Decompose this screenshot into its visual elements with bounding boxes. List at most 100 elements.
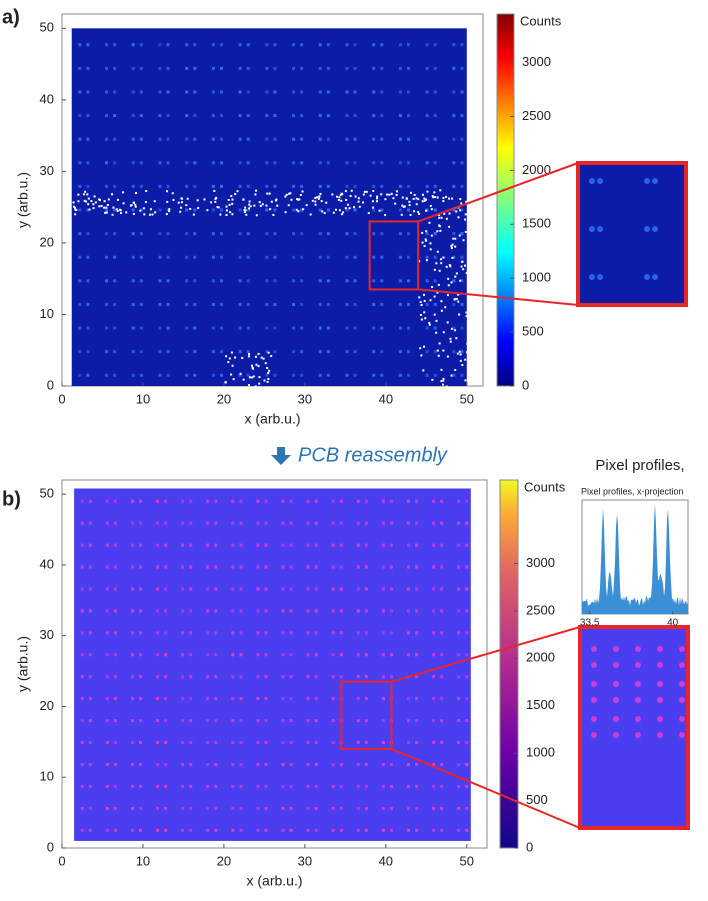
noise [462, 268, 465, 271]
noise [401, 204, 404, 207]
noise [228, 203, 231, 206]
pixel-spot [219, 302, 223, 306]
noise [431, 378, 434, 381]
pixel-spot [206, 587, 210, 591]
pixel-spot [425, 232, 429, 236]
pixel-spot [432, 784, 436, 788]
noise [74, 206, 77, 209]
pixel-spot [372, 66, 376, 70]
pixel-spot [113, 521, 117, 525]
noise [139, 209, 142, 212]
pixel-spot [300, 279, 304, 283]
pixel-spot [156, 631, 160, 635]
noise [87, 197, 90, 200]
pixel-spot [314, 784, 318, 788]
pixel-spot [292, 326, 296, 330]
pixel-spot [88, 499, 92, 503]
pixel-spot [113, 232, 117, 236]
noise [384, 198, 387, 201]
pixel-spot [339, 609, 343, 613]
pixel-spot [318, 137, 322, 141]
noise [274, 199, 277, 202]
noise [465, 311, 468, 314]
pixel-spot [460, 326, 464, 330]
pixel-spot [131, 373, 135, 377]
noise [428, 321, 431, 324]
inset-spot [589, 178, 595, 184]
pixel-spot [264, 543, 268, 547]
pixel-spot [406, 806, 410, 810]
noise [103, 206, 106, 209]
pixel-spot [380, 43, 384, 47]
noise [143, 213, 146, 216]
pixel-spot [300, 232, 304, 236]
pixel-spot [398, 43, 402, 47]
pixel-spot [300, 66, 304, 70]
noise [151, 213, 154, 216]
pixel-spot [113, 565, 117, 569]
pixel-spot [164, 543, 168, 547]
inset-spot [591, 716, 597, 722]
pixel-spot [326, 326, 330, 330]
pixel-spot [381, 806, 385, 810]
noise [244, 209, 247, 212]
noise [363, 190, 366, 193]
pixel-spot [457, 806, 461, 810]
pixel-spot [314, 565, 318, 569]
pixel-spot [158, 350, 162, 354]
pixel-spot [130, 675, 134, 679]
noise [457, 216, 460, 219]
pixel-spot [88, 697, 92, 701]
pixel-spot [381, 521, 385, 525]
pixel-spot [460, 66, 464, 70]
pixel-spot [364, 741, 368, 745]
pixel-spot [219, 350, 223, 354]
pixel-spot [246, 90, 250, 94]
noise [337, 198, 340, 201]
pixel-spot [281, 587, 285, 591]
pixel-spot [105, 255, 109, 259]
pixel-spot [364, 806, 368, 810]
pixel-spot [185, 350, 189, 354]
pixel-spot [264, 631, 268, 635]
inset-spot [644, 274, 650, 280]
pixel-spot [214, 587, 218, 591]
noise [438, 269, 441, 272]
noise [454, 237, 457, 240]
pixel-spot [292, 302, 296, 306]
pixel-spot [331, 499, 335, 503]
pixel-spot [246, 302, 250, 306]
pixel-spot [206, 762, 210, 766]
noise [400, 213, 403, 216]
pixel-spot [193, 326, 197, 330]
pixel-spot [238, 373, 242, 377]
pixel-spot [364, 543, 368, 547]
noise [227, 361, 230, 364]
pixel-spot [193, 90, 197, 94]
noise [82, 193, 85, 196]
pixel-spot [406, 631, 410, 635]
pixel-spot [105, 719, 109, 723]
pixel-spot [206, 697, 210, 701]
pixel-spot [318, 232, 322, 236]
pixel-spot [238, 279, 242, 283]
pixel-spot [415, 565, 419, 569]
pixel-spot [139, 762, 143, 766]
noise [430, 234, 433, 237]
noise [255, 363, 258, 366]
inset-spot [613, 681, 619, 687]
pixel-spot [407, 90, 411, 94]
noise [457, 300, 460, 303]
x-tick-label: 10 [136, 391, 150, 406]
pixel-spot [331, 587, 335, 591]
pixel-spot [246, 184, 250, 188]
inset-spot [657, 716, 663, 722]
noise [419, 313, 422, 316]
noise [462, 239, 465, 242]
noise [248, 376, 251, 379]
pixel-spot [264, 565, 268, 569]
pixel-spot [465, 762, 469, 766]
noise [403, 205, 406, 208]
pixel-spot [211, 161, 215, 165]
noise [421, 200, 424, 203]
